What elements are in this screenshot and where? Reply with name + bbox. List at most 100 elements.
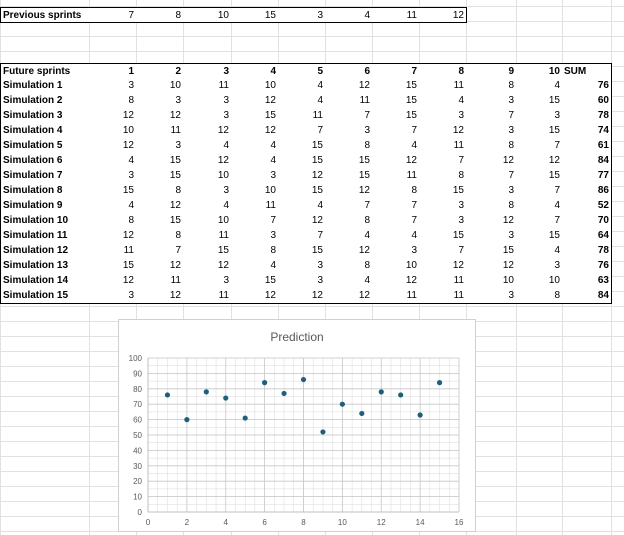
previous-sprint-value[interactable]: 10 [183, 7, 232, 23]
prediction-chart[interactable]: Prediction 0 2 4 6 8 10 12 14 16 0 10 20 30 40 50 60 70 8… [118, 319, 476, 532]
simulation-value-cell[interactable]: 10 [136, 78, 184, 94]
simulation-value-cell[interactable]: 7 [516, 213, 563, 229]
simulation-value-cell[interactable]: 7 [516, 183, 563, 199]
simulation-value-cell[interactable]: 15 [516, 93, 563, 109]
simulation-value-cell[interactable]: 15 [231, 108, 279, 124]
simulation-row-label[interactable]: Simulation 15 [0, 288, 90, 304]
simulation-value-cell[interactable]: 15 [278, 243, 326, 259]
simulation-value-cell[interactable]: 12 [466, 213, 517, 229]
simulation-value-cell[interactable]: 8 [136, 228, 184, 244]
simulation-value-cell[interactable]: 12 [89, 228, 137, 244]
simulation-value-cell[interactable]: 4 [183, 138, 232, 154]
simulation-row-label[interactable]: Simulation 3 [0, 108, 90, 124]
simulation-value-cell[interactable]: 12 [136, 108, 184, 124]
simulation-value-cell[interactable]: 8 [136, 183, 184, 199]
simulation-sum-cell[interactable]: 86 [562, 183, 612, 199]
sprint-number-header[interactable]: 5 [278, 63, 326, 79]
simulation-value-cell[interactable]: 3 [466, 93, 517, 109]
simulation-value-cell[interactable]: 12 [372, 153, 420, 169]
simulation-value-cell[interactable]: 15 [183, 243, 232, 259]
simulation-row-label[interactable]: Simulation 9 [0, 198, 90, 214]
simulation-value-cell[interactable]: 12 [466, 153, 517, 169]
simulation-sum-cell[interactable]: 78 [562, 243, 612, 259]
simulation-value-cell[interactable]: 15 [516, 228, 563, 244]
simulation-value-cell[interactable]: 4 [325, 228, 373, 244]
simulation-value-cell[interactable]: 15 [419, 228, 467, 244]
simulation-value-cell[interactable]: 4 [516, 198, 563, 214]
simulation-value-cell[interactable]: 12 [278, 168, 326, 184]
sprint-number-header[interactable]: 4 [231, 63, 279, 79]
sprint-number-header[interactable]: 6 [325, 63, 373, 79]
simulation-sum-cell[interactable]: 76 [562, 258, 612, 274]
simulation-value-cell[interactable]: 8 [325, 213, 373, 229]
simulation-value-cell[interactable]: 4 [89, 153, 137, 169]
simulation-value-cell[interactable]: 11 [419, 273, 467, 289]
simulation-row-label[interactable]: Simulation 8 [0, 183, 90, 199]
simulation-row-label[interactable]: Simulation 13 [0, 258, 90, 274]
previous-sprint-value[interactable]: 12 [419, 7, 467, 23]
simulation-value-cell[interactable]: 8 [466, 78, 517, 94]
simulation-row-label[interactable]: Simulation 6 [0, 153, 90, 169]
simulation-value-cell[interactable]: 15 [516, 123, 563, 139]
simulation-value-cell[interactable]: 11 [278, 108, 326, 124]
simulation-value-cell[interactable]: 15 [325, 168, 373, 184]
simulation-value-cell[interactable]: 3 [136, 93, 184, 109]
simulation-value-cell[interactable]: 12 [278, 213, 326, 229]
simulation-value-cell[interactable]: 12 [516, 153, 563, 169]
simulation-value-cell[interactable]: 8 [466, 198, 517, 214]
simulation-value-cell[interactable]: 3 [466, 123, 517, 139]
simulation-value-cell[interactable]: 12 [372, 273, 420, 289]
simulation-value-cell[interactable]: 15 [89, 183, 137, 199]
simulation-value-cell[interactable]: 8 [325, 138, 373, 154]
simulation-value-cell[interactable]: 12 [89, 138, 137, 154]
simulation-value-cell[interactable]: 7 [466, 168, 517, 184]
simulation-value-cell[interactable]: 8 [516, 288, 563, 304]
simulation-value-cell[interactable]: 4 [372, 228, 420, 244]
simulation-value-cell[interactable]: 7 [231, 213, 279, 229]
previous-sprint-value[interactable]: 7 [89, 7, 137, 23]
simulation-value-cell[interactable]: 4 [231, 258, 279, 274]
simulation-value-cell[interactable]: 8 [89, 213, 137, 229]
simulation-value-cell[interactable]: 11 [419, 78, 467, 94]
simulation-value-cell[interactable]: 3 [516, 258, 563, 274]
simulation-sum-cell[interactable]: 77 [562, 168, 612, 184]
simulation-row-label[interactable]: Simulation 11 [0, 228, 90, 244]
simulation-row-label[interactable]: Simulation 12 [0, 243, 90, 259]
simulation-value-cell[interactable]: 10 [231, 78, 279, 94]
simulation-value-cell[interactable]: 12 [278, 288, 326, 304]
simulation-value-cell[interactable]: 12 [183, 123, 232, 139]
simulation-value-cell[interactable]: 3 [231, 168, 279, 184]
simulation-row-label[interactable]: Simulation 1 [0, 78, 90, 94]
simulation-value-cell[interactable]: 12 [231, 123, 279, 139]
simulation-sum-cell[interactable]: 64 [562, 228, 612, 244]
simulation-value-cell[interactable]: 15 [136, 153, 184, 169]
simulation-sum-cell[interactable]: 78 [562, 108, 612, 124]
simulation-value-cell[interactable]: 10 [372, 258, 420, 274]
simulation-sum-cell[interactable]: 60 [562, 93, 612, 109]
simulation-value-cell[interactable]: 12 [89, 273, 137, 289]
simulation-value-cell[interactable]: 3 [419, 108, 467, 124]
previous-sprint-value[interactable]: 3 [278, 7, 326, 23]
simulation-value-cell[interactable]: 12 [325, 78, 373, 94]
simulation-value-cell[interactable]: 8 [89, 93, 137, 109]
simulation-sum-cell[interactable]: 74 [562, 123, 612, 139]
simulation-row-label[interactable]: Simulation 2 [0, 93, 90, 109]
simulation-value-cell[interactable]: 8 [372, 183, 420, 199]
simulation-value-cell[interactable]: 12 [419, 123, 467, 139]
simulation-value-cell[interactable]: 11 [136, 273, 184, 289]
simulation-sum-cell[interactable]: 63 [562, 273, 612, 289]
simulation-row-label[interactable]: Simulation 4 [0, 123, 90, 139]
simulation-value-cell[interactable]: 3 [89, 168, 137, 184]
simulation-value-cell[interactable]: 12 [466, 258, 517, 274]
simulation-value-cell[interactable]: 7 [466, 108, 517, 124]
simulation-value-cell[interactable]: 4 [183, 198, 232, 214]
previous-sprints-label[interactable]: Previous sprints [0, 7, 90, 23]
simulation-value-cell[interactable]: 7 [419, 153, 467, 169]
simulation-value-cell[interactable]: 4 [278, 78, 326, 94]
simulation-value-cell[interactable]: 7 [516, 138, 563, 154]
previous-sprint-value[interactable]: 8 [136, 7, 184, 23]
simulation-value-cell[interactable]: 15 [136, 213, 184, 229]
simulation-value-cell[interactable]: 3 [278, 273, 326, 289]
simulation-value-cell[interactable]: 10 [89, 123, 137, 139]
sprint-number-header[interactable]: 9 [466, 63, 517, 79]
